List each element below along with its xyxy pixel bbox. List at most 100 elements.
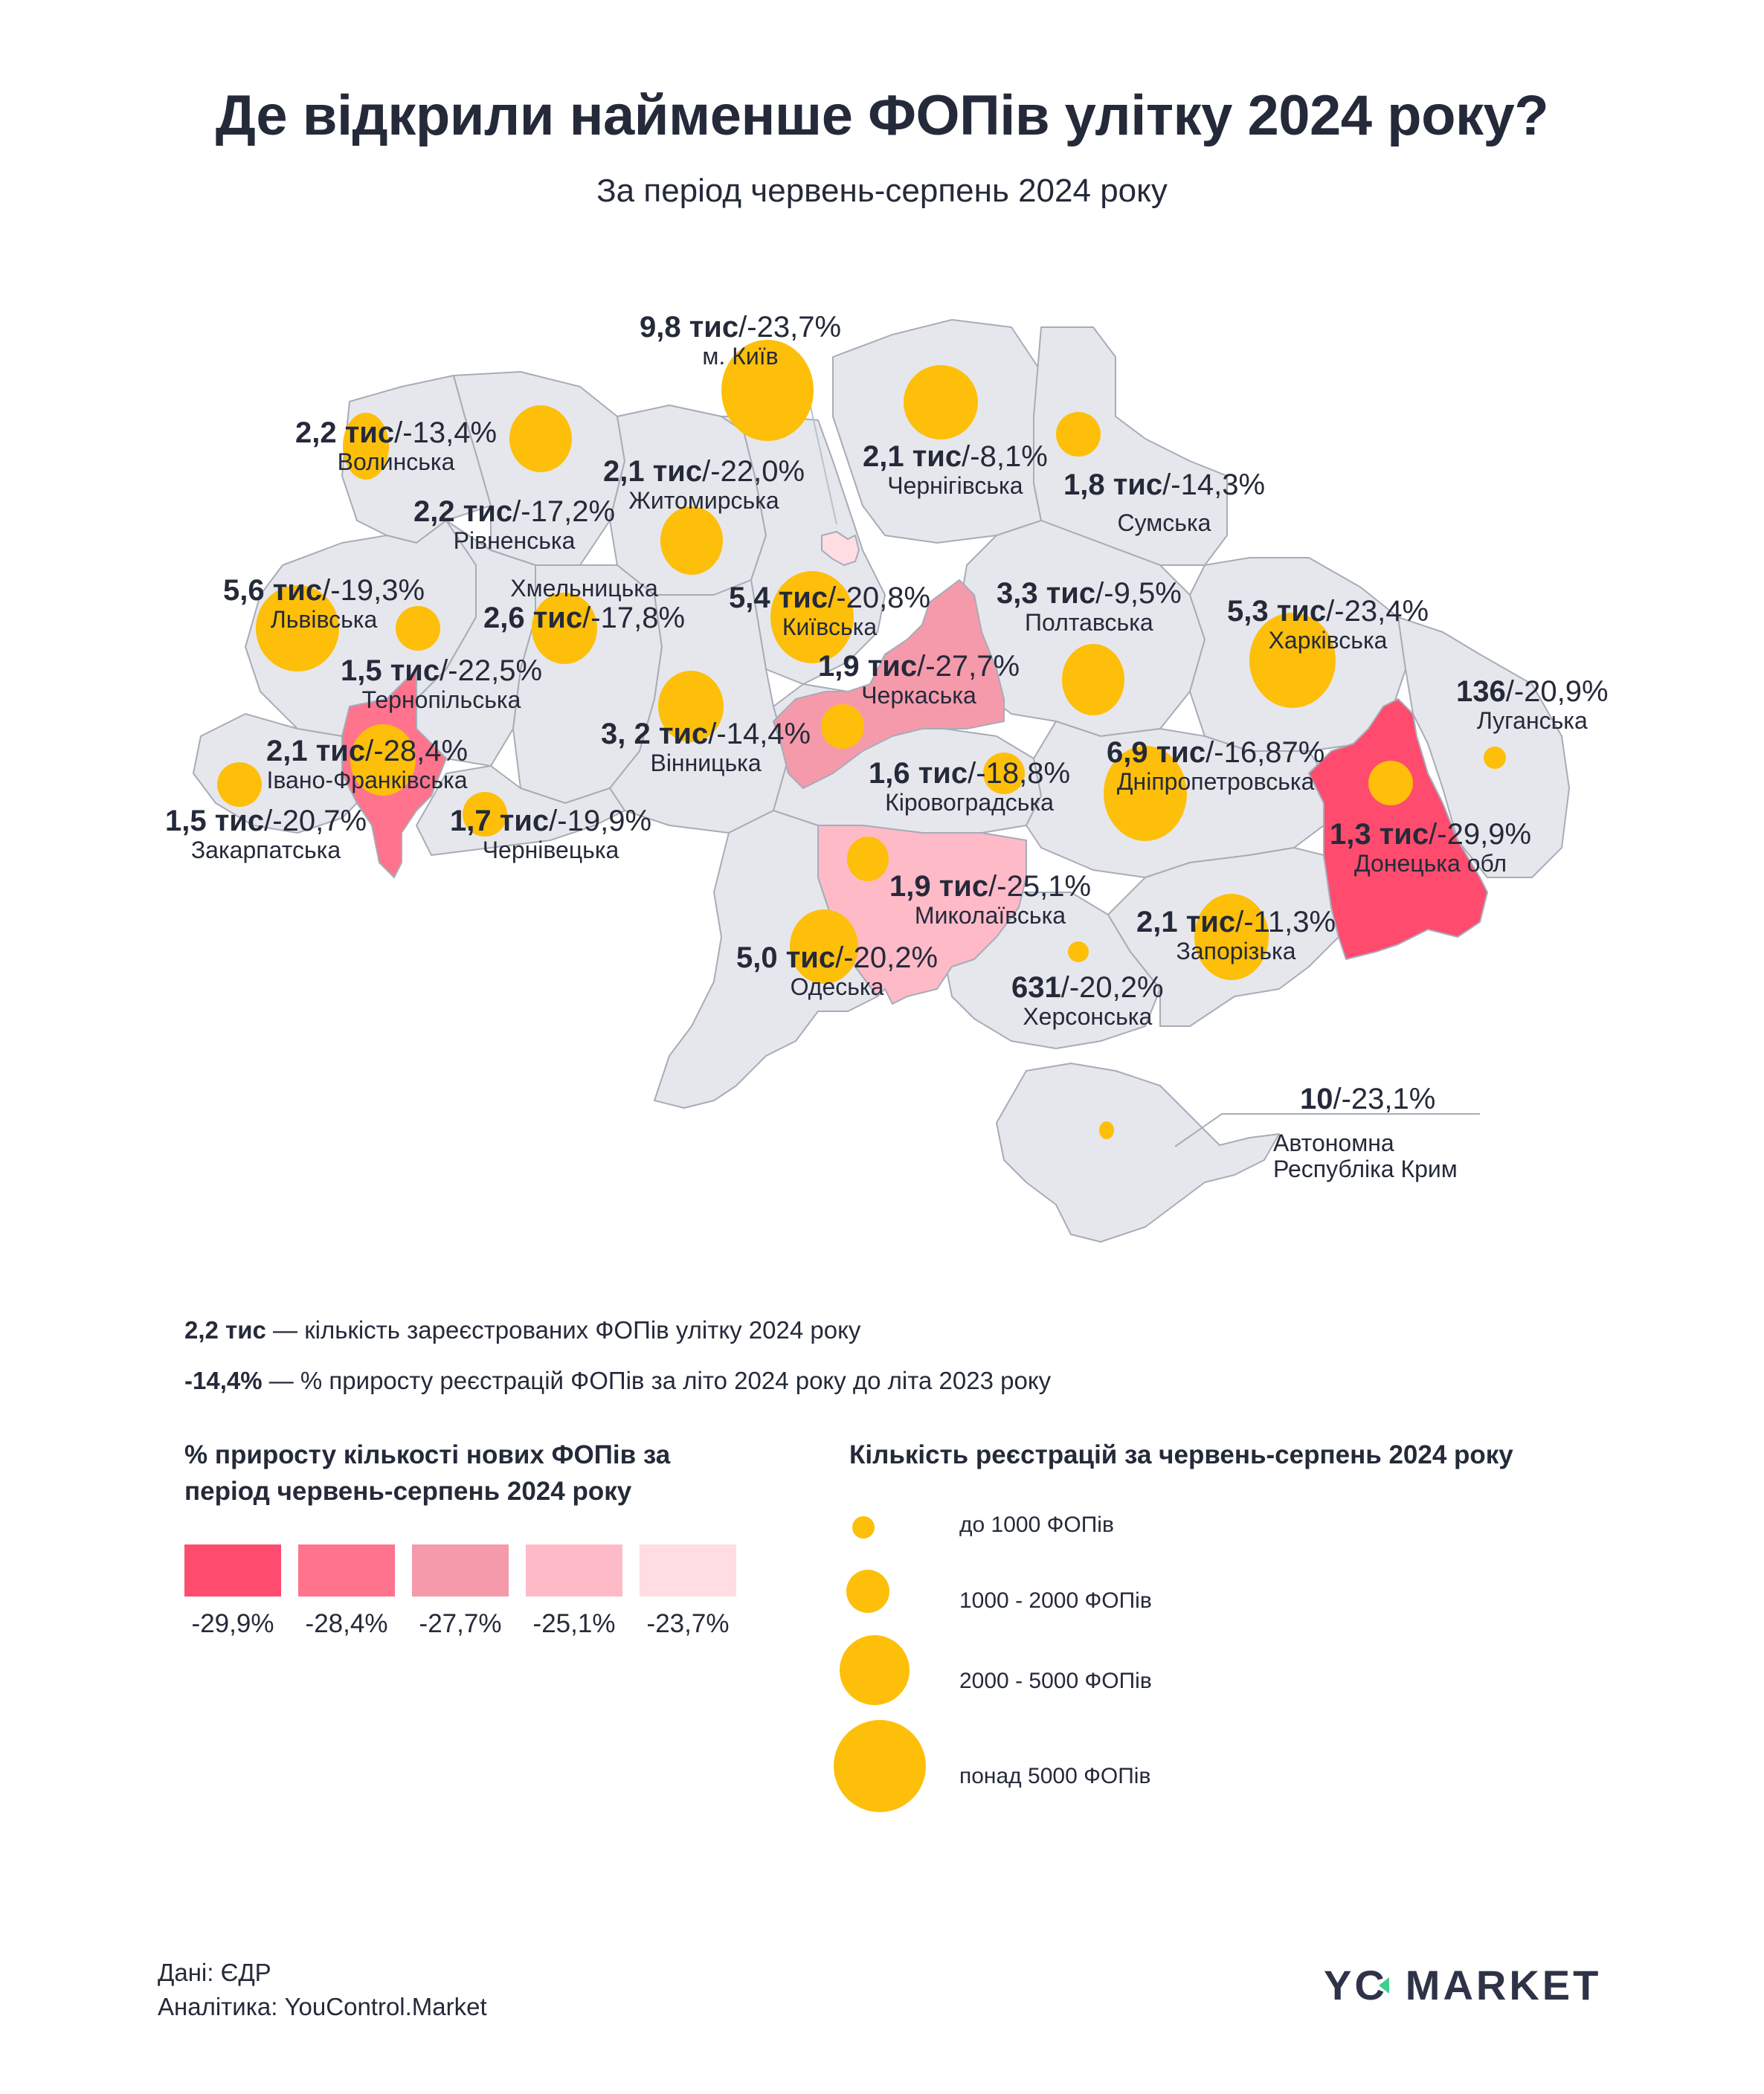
region-name: Донецька обл: [1353, 850, 1507, 877]
region-change: /-23,7%: [738, 311, 842, 344]
region-count: 6,9 тис: [1107, 736, 1206, 769]
region-count: 1,3 тис: [1330, 818, 1429, 851]
region-change: /-14,3%: [1162, 468, 1266, 501]
region-count: 5,3 тис: [1227, 595, 1327, 628]
label-volynska: 2,2 тис/-13,4% Волинська: [295, 416, 497, 475]
region-name: Волинська: [337, 448, 455, 475]
region-change: /-27,7%: [917, 650, 1020, 683]
bubble-lvivska: [256, 585, 339, 671]
bubble-zhytomyrska: [660, 506, 723, 575]
region-count: 2,1 тис: [603, 455, 703, 488]
region-name: Чернігівська: [887, 472, 1023, 499]
swatch-29-9: [184, 1544, 281, 1597]
region-count: 1,8 тис: [1063, 468, 1163, 501]
region-name: Житомирська: [628, 487, 779, 514]
region-name: Вінницька: [650, 750, 762, 776]
region-change: /-14,4%: [708, 718, 811, 750]
region-name: Закарпатська: [190, 837, 341, 863]
region-name: Черкаська: [861, 682, 976, 709]
region-crimea: [996, 1063, 1280, 1243]
footer: Дані: ЄДР Аналітика: YouControl.Market: [158, 1956, 487, 2024]
region-name: Сумська: [1117, 509, 1211, 536]
label-donetska: 1,3 тис/-29,9% Донецька обл: [1330, 818, 1531, 877]
label-rivnenska: 2,2 тис/-17,2% Рівненська: [413, 495, 615, 554]
region-count: 1,5 тис: [341, 654, 440, 687]
legend-bubble-small: [852, 1516, 875, 1539]
legend-bubble-medium: [846, 1570, 889, 1613]
bubble-vinnytska: [658, 671, 724, 742]
label-zhytomyrska: 2,1 тис/-22,0% Житомирська: [603, 455, 805, 514]
label-lvivska: 5,6 тис/-19,3% Львівська: [223, 574, 425, 633]
region-name: Херсонська: [1023, 1003, 1153, 1030]
region-count: 2,6 тис: [483, 602, 583, 635]
region-name: Запорізька: [1176, 938, 1296, 964]
bubble-mykolaivska: [847, 837, 889, 881]
region-change: /-9,5%: [1095, 577, 1182, 610]
region-change: /-8,1%: [962, 440, 1048, 473]
swatch-label: -23,7%: [646, 1609, 730, 1638]
change-legend-title-line1: % приросту кількості нових ФОПів за: [184, 1440, 671, 1469]
bubble-zakarpatska: [217, 762, 262, 807]
label-vinnytska: 3, 2 тис/-14,4% Вінницька: [601, 718, 811, 776]
bubble-donetska: [1368, 761, 1413, 805]
region-change: /-23,1%: [1333, 1083, 1436, 1115]
bubble-kharkivska: [1249, 613, 1336, 708]
label-khersonska: 631/-20,2% Херсонська: [1011, 971, 1164, 1030]
region-luhanska: [1397, 616, 1570, 878]
region-count: 1,7 тис: [450, 805, 550, 837]
region-change: /-22,5%: [440, 654, 543, 687]
note-change-example: -14,4%: [184, 1367, 263, 1394]
footer-source: Дані: ЄДР: [158, 1959, 271, 1986]
region-change: /-20,2%: [835, 941, 939, 974]
region-count: 9,8 тис: [640, 311, 739, 344]
bubble-khmelnytska: [532, 593, 597, 664]
note-change-desc: — % приросту реєстрацій ФОПів за літо 20…: [262, 1367, 1052, 1394]
region-chernivetska: [416, 765, 625, 856]
region-name: Кіровоградська: [885, 789, 1054, 816]
bubble-kyiv-city: [721, 340, 814, 441]
note-change: -14,4% — % приросту реєстрацій ФОПів за …: [184, 1367, 1051, 1395]
region-count: 3, 2 тис: [601, 718, 709, 750]
bubble-luhanska: [1484, 747, 1506, 769]
region-change: /-29,9%: [1429, 818, 1532, 851]
label-sumska: 1,8 тис/-14,3% Сумська: [1063, 468, 1265, 536]
region-name: м. Київ: [702, 343, 779, 370]
label-odeska: 5,0 тис/-20,2% Одеська: [736, 941, 938, 1000]
region-count: 2,2 тис: [295, 416, 395, 449]
bubble-odeska: [790, 909, 858, 984]
crimea-leader-line: [1174, 1113, 1480, 1147]
region-change: /-11,3%: [1235, 906, 1336, 938]
region-count: 1,6 тис: [869, 757, 968, 790]
region-name: Миколаївська: [914, 902, 1066, 929]
logo-accent-icon: [1378, 1977, 1389, 1994]
swatch-label: -27,7%: [419, 1609, 502, 1638]
region-change: /-19,3%: [322, 574, 425, 607]
region-count: 1,5 тис: [165, 805, 265, 837]
region-count: 5,6 тис: [223, 574, 323, 607]
region-name-line2: Республіка Крим: [1273, 1156, 1458, 1183]
bubble-ivano-frankivska: [350, 724, 416, 796]
region-name: Одеська: [790, 973, 884, 1000]
bubble-dnipropetrovska: [1104, 746, 1187, 841]
registration-bubbles: [217, 340, 1506, 1139]
region-change: /-20,7%: [264, 805, 367, 837]
label-luhanska: 136/-20,9% Луганська: [1456, 675, 1609, 734]
legend-bubble-label: до 1000 ФОПів: [959, 1512, 1114, 1537]
swatch-label: -28,4%: [305, 1609, 388, 1638]
region-change: /-25,1%: [988, 870, 1092, 903]
bubble-crimea: [1099, 1121, 1114, 1139]
yc-market-logo: YC MARKET: [1324, 1961, 1601, 2009]
region-change: /-20,9%: [1505, 675, 1609, 708]
region-name: Харківська: [1268, 627, 1388, 654]
legend-bubble-large: [840, 1635, 910, 1705]
label-mykolaivska: 1,9 тис/-25,1% Миколаївська: [889, 870, 1091, 929]
legend-bubble-xlarge: [834, 1720, 926, 1812]
swatch-23-7: [640, 1544, 736, 1597]
region-count: 3,3 тис: [997, 577, 1096, 610]
region-name-line1: Автономна: [1273, 1130, 1394, 1156]
note-count-desc: — кількість зареєстрованих ФОПів улітку …: [265, 1316, 861, 1344]
count-legend-title: Кількість реєстрацій за червень-серпень …: [849, 1440, 1513, 1469]
footer-analytics: Аналітика: YouControl.Market: [158, 1993, 487, 2021]
change-legend-title-line2: період червень-серпень 2024 року: [184, 1477, 632, 1506]
label-ivano-frankivska: 2,1 тис/-28,4% Івано-Франківська: [266, 735, 468, 793]
